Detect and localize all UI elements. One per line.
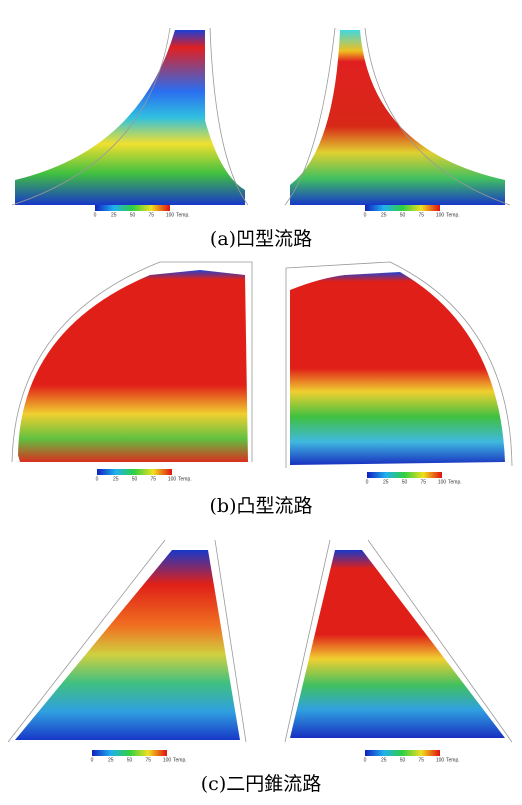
colorbar-tick-label: 0 [364,757,367,763]
colorbar-label: Temp. [446,212,460,218]
caption: (c)二円錐流路 [201,773,321,795]
sim-render [15,550,240,740]
colorbar-tick-label: 75 [145,757,151,763]
colorbar-tick-label: 100 [163,757,172,763]
colorbar-label: Temp. [178,476,192,482]
colorbar-label: Temp. [176,212,190,218]
colorbar [365,205,440,211]
colorbar-tick-label: 25 [381,212,387,218]
sim-render [290,272,505,465]
colorbar-tick-label: 75 [418,757,424,763]
colorbar-tick-label: 100 [436,212,445,218]
colorbar-label: Temp. [448,479,462,485]
colorbar-tick-label: 50 [400,757,406,763]
colorbar-tick-label: 100 [436,757,445,763]
colorbar-tick-label: 75 [418,212,424,218]
colorbar-tick-label: 50 [130,212,136,218]
colorbar [92,750,167,756]
colorbar-tick-label: 0 [96,476,99,482]
colorbar-tick-label: 50 [127,757,133,763]
sim-render [290,30,505,205]
colorbar [367,472,442,478]
colorbar-tick-label: 25 [113,476,119,482]
colorbar-tick-label: 0 [366,479,369,485]
colorbar-label: Temp. [446,757,460,763]
colorbar-tick-label: 0 [91,757,94,763]
colorbar-tick-label: 100 [166,212,175,218]
colorbar-tick-label: 0 [94,212,97,218]
caption: (a)凹型流路 [210,228,312,250]
colorbar-tick-label: 75 [150,476,156,482]
colorbar-tick-label: 100 [168,476,177,482]
colorbar-tick-label: 75 [148,212,154,218]
sim-render [290,550,505,738]
colorbar-tick-label: 100 [438,479,447,485]
colorbar-tick-label: 50 [132,476,138,482]
colorbar-tick-label: 25 [108,757,114,763]
colorbar-tick-label: 75 [420,479,426,485]
caption: (b)凸型流路 [210,495,313,517]
colorbar-label: Temp. [173,757,187,763]
colorbar [365,750,440,756]
sim-render [18,270,248,462]
colorbar-tick-label: 25 [111,212,117,218]
colorbar-tick-label: 0 [364,212,367,218]
colorbar [95,205,170,211]
colorbar-tick-label: 50 [402,479,408,485]
figure: (a)凹型流路 (b)凸型流路 (c)二円錐流路 0255075100Temp.… [0,0,522,805]
colorbar-tick-label: 25 [381,757,387,763]
colorbar-tick-label: 50 [400,212,406,218]
sim-render [15,30,245,205]
colorbar [97,469,172,475]
colorbar-tick-label: 25 [383,479,389,485]
